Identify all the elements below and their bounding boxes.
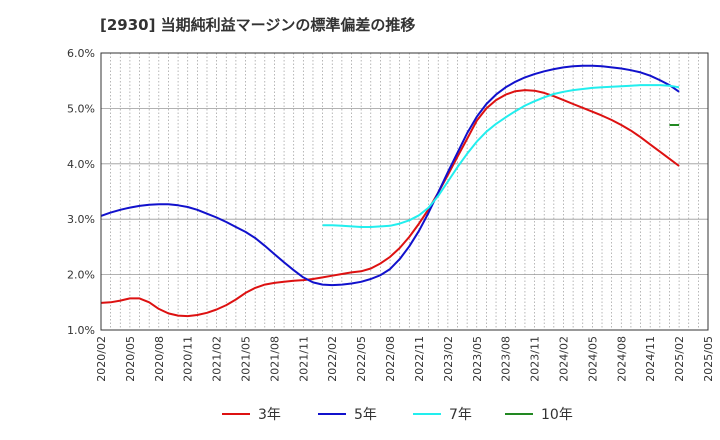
y-tick-label: 5.0% — [67, 102, 95, 115]
x-tick-label: 2021/08 — [268, 336, 281, 382]
plot-frame — [100, 52, 709, 331]
x-tick-label: 2021/05 — [240, 336, 253, 382]
y-tick-label: 1.0% — [67, 324, 95, 337]
series-line-2 — [100, 64, 680, 287]
series-line-1 — [100, 89, 680, 318]
x-tick-label: 2024/11 — [644, 336, 657, 382]
legend-label-3: 7年 — [449, 407, 472, 423]
x-tick-label: 2022/02 — [326, 336, 339, 382]
x-tick-label: 2022/08 — [384, 336, 397, 382]
y-tick-label: 4.0% — [67, 158, 95, 171]
series-line-3 — [322, 84, 680, 228]
x-tick-label: 2022/05 — [355, 336, 368, 382]
legend-label-2: 5年 — [354, 407, 377, 423]
legend: 3年 5年 7年 10年 — [222, 407, 573, 423]
x-tick-label: 2024/08 — [615, 336, 628, 382]
x-tick-label: 2025/05 — [702, 336, 715, 382]
legend-label-4: 10年 — [541, 407, 573, 423]
x-tick-label: 2023/02 — [442, 336, 455, 382]
x-tick-label: 2023/05 — [471, 336, 484, 382]
x-tick-label: 2024/05 — [586, 336, 599, 382]
x-tick-label: 2025/02 — [673, 336, 686, 382]
x-tick-label: 2020/08 — [153, 336, 166, 382]
x-tick-label: 2020/05 — [124, 336, 137, 382]
x-tick-label: 2023/11 — [529, 336, 542, 382]
y-tick-label: 2.0% — [67, 269, 95, 282]
x-tick-label: 2021/02 — [211, 336, 224, 382]
x-tick-label: 2020/11 — [182, 336, 195, 382]
x-tick-label: 2021/11 — [297, 336, 310, 382]
y-axis-ticks: 1.0% 2.0% 3.0% 4.0% 5.0% 6.0% — [67, 47, 95, 337]
x-axis-ticks: 2020/02 2020/05 2020/08 2020/11 2021/02 2021/… — [95, 336, 715, 382]
chart-title: [2930] 当期純利益マージンの標準偏差の推移 — [100, 16, 416, 34]
x-tick-label: 2022/11 — [413, 336, 426, 382]
legend-label-1: 3年 — [258, 407, 281, 423]
plot-background — [101, 53, 708, 330]
x-tick-label: 2023/08 — [500, 336, 513, 382]
series-lines — [100, 64, 680, 318]
y-tick-label: 3.0% — [67, 213, 95, 226]
y-tick-label: 6.0% — [67, 47, 95, 60]
x-tick-label: 2020/02 — [95, 336, 108, 382]
x-tick-label: 2024/02 — [557, 336, 570, 382]
